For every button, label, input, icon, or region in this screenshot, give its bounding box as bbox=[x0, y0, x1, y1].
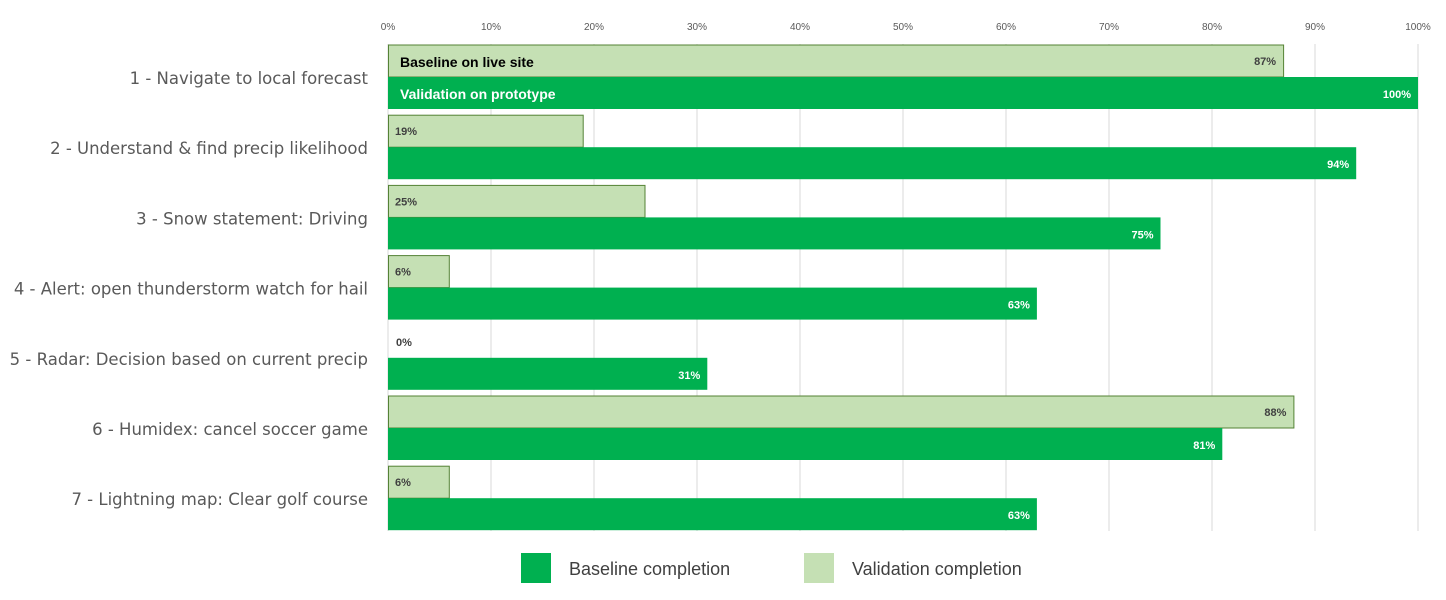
validation-value-label: 19% bbox=[395, 126, 417, 138]
validation-bar bbox=[388, 44, 1285, 78]
baseline-bar bbox=[388, 217, 1161, 250]
baseline-bar bbox=[388, 428, 1223, 460]
x-tick-label: 60% bbox=[996, 22, 1016, 33]
baseline-value-label: 63% bbox=[1008, 300, 1030, 312]
baseline-value-label: 81% bbox=[1193, 440, 1215, 452]
legend-swatch bbox=[521, 553, 551, 583]
annotation-baseline-live-site: Baseline on live site bbox=[400, 54, 534, 70]
x-tick-label: 80% bbox=[1202, 22, 1222, 33]
validation-bar bbox=[388, 395, 1295, 429]
x-tick-label: 10% bbox=[481, 22, 501, 33]
x-tick-label: 90% bbox=[1305, 22, 1325, 33]
legend-label: Validation completion bbox=[852, 559, 1022, 579]
validation-bar bbox=[388, 465, 450, 499]
baseline-bar bbox=[388, 147, 1357, 180]
x-tick-label: 40% bbox=[790, 22, 810, 33]
validation-value-label: 88% bbox=[1264, 407, 1286, 419]
validation-value-label: 6% bbox=[395, 267, 411, 279]
validation-value-label: 25% bbox=[395, 196, 417, 208]
category-label: 1 - Navigate to local forecast bbox=[130, 69, 369, 88]
validation-bar bbox=[388, 184, 646, 218]
category-label: 2 - Understand & find precip likelihood bbox=[50, 139, 368, 158]
baseline-bar bbox=[388, 287, 1037, 320]
x-tick-label: 0% bbox=[381, 22, 396, 33]
bars: 87% 100% Baseline on live site Validation o… bbox=[388, 44, 1418, 531]
baseline-bar bbox=[388, 498, 1037, 531]
baseline-value-label: 63% bbox=[1008, 510, 1030, 522]
category-label: 5 - Radar: Decision based on current pre… bbox=[10, 350, 368, 369]
category-labels: 1 - Navigate to local forecast 2 - Unders… bbox=[10, 69, 369, 509]
x-tick-label: 20% bbox=[584, 22, 604, 33]
validation-value-label: 0% bbox=[396, 337, 412, 349]
annotation-validation-prototype: Validation on prototype bbox=[400, 86, 556, 102]
x-tick-label: 100% bbox=[1405, 22, 1431, 33]
category-label: 6 - Humidex: cancel soccer game bbox=[92, 420, 368, 439]
x-tick-label: 30% bbox=[687, 22, 707, 33]
validation-value-label: 6% bbox=[395, 477, 411, 489]
baseline-bar bbox=[388, 357, 708, 390]
legend-label: Baseline completion bbox=[569, 559, 730, 579]
baseline-value-label: 100% bbox=[1383, 89, 1411, 101]
validation-bar bbox=[388, 114, 584, 148]
category-label: 4 - Alert: open thunderstorm watch for h… bbox=[14, 280, 368, 299]
baseline-value-label: 31% bbox=[678, 370, 700, 382]
baseline-value-label: 75% bbox=[1131, 229, 1153, 241]
x-tick-label: 50% bbox=[893, 22, 913, 33]
legend: Baseline completion Validation completion bbox=[521, 553, 1022, 583]
baseline-value-label: 94% bbox=[1327, 159, 1349, 171]
x-tick-label: 70% bbox=[1099, 22, 1119, 33]
category-label: 3 - Snow statement: Driving bbox=[136, 209, 368, 228]
category-label: 7 - Lightning map: Clear golf course bbox=[71, 490, 368, 509]
validation-value-label: 87% bbox=[1254, 56, 1276, 68]
legend-swatch bbox=[804, 553, 834, 583]
baseline-bar bbox=[388, 77, 1418, 109]
x-axis-ticks: 0% 10% 20% 30% 40% 50% 60% 70% 80% 90% 100% bbox=[381, 22, 1431, 33]
